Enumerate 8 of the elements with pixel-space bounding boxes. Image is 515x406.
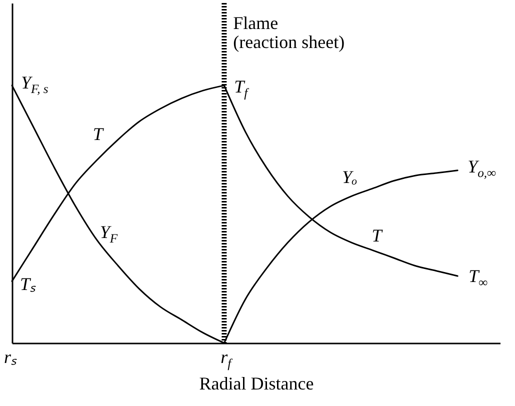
ref-line-label: Flame (reaction sheet)	[233, 13, 345, 52]
annotation: Tₛ	[20, 274, 36, 294]
series-label: Yₒ	[342, 167, 358, 188]
annotation: T∞	[468, 266, 488, 290]
series-label: T	[92, 124, 105, 144]
series-label: T	[372, 225, 384, 246]
x-tick-label: rₛ	[4, 347, 18, 367]
x-axis-title: Radial Distance	[199, 374, 314, 394]
